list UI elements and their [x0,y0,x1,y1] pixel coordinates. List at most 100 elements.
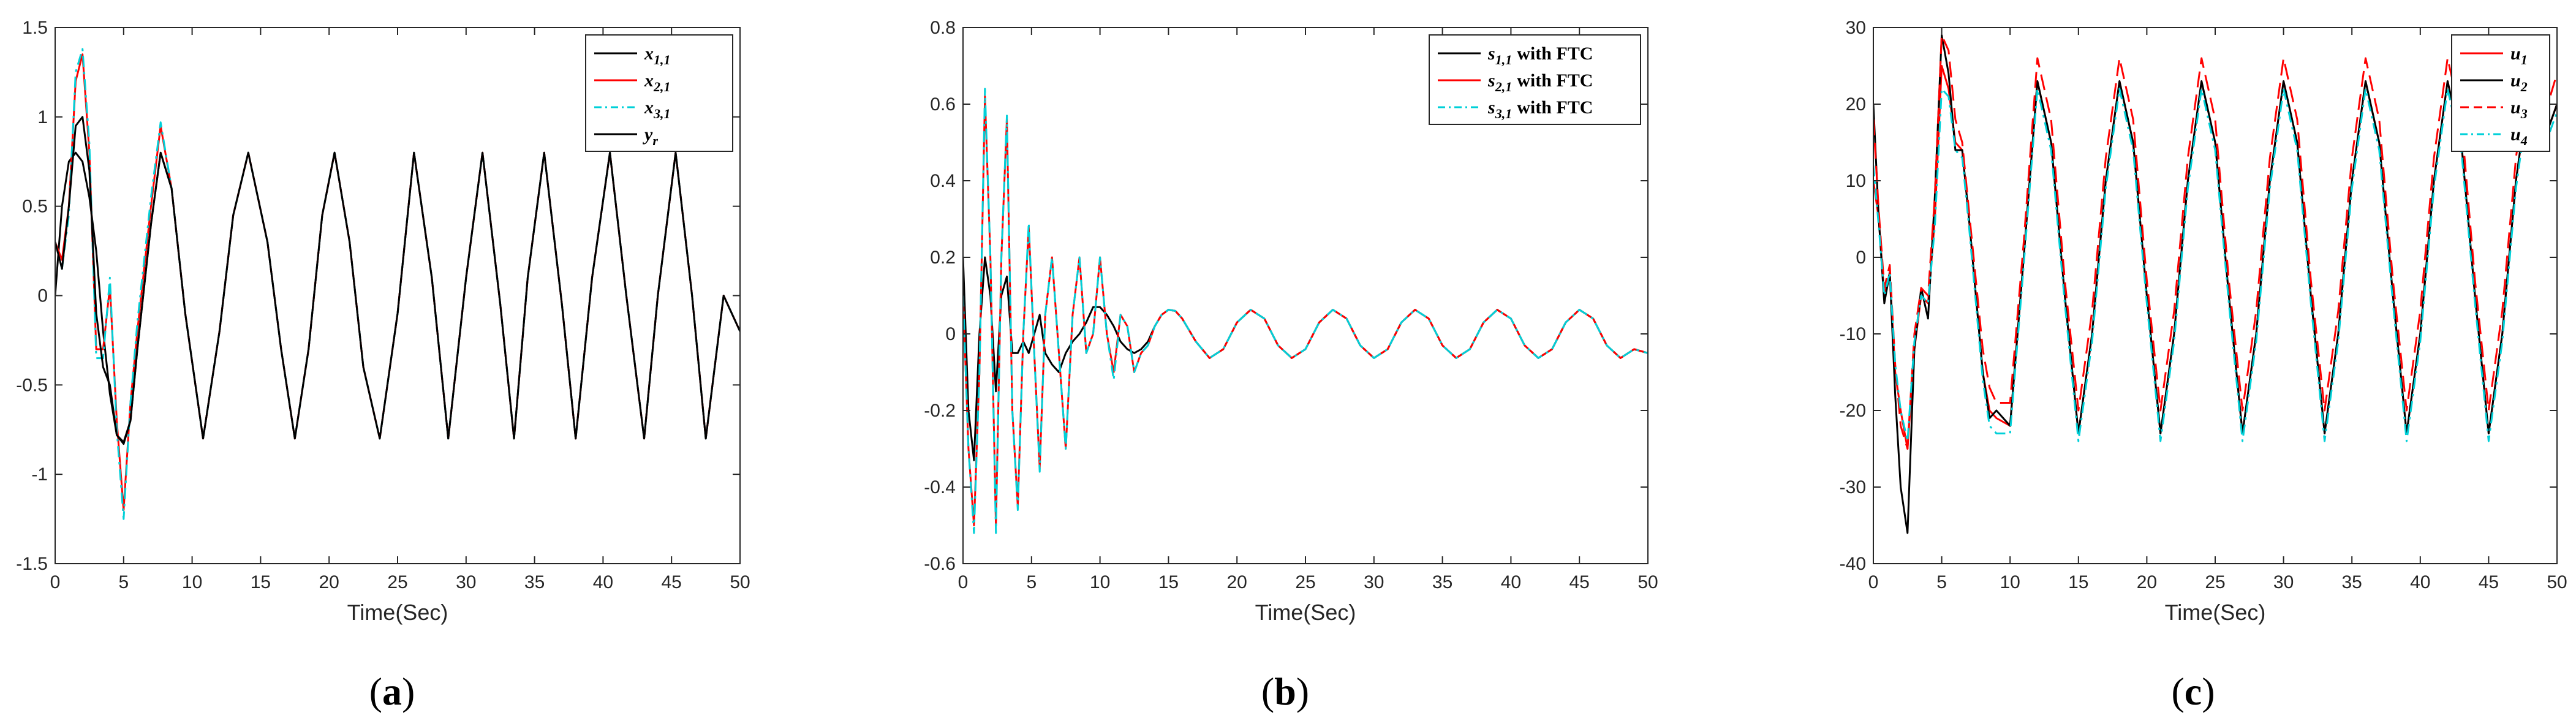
legend-entry-suffix: with FTC [1517,97,1593,118]
legend-entry-main: x [644,97,654,118]
legend-entry-sub: 2,1 [653,79,671,94]
legend-entry-sub: 1 [2521,52,2528,67]
x-tick-label: 20 [1227,572,1247,592]
legend-entry-sub: r [652,133,658,148]
legend-entry-main: x [644,70,654,91]
y-tick-label: 0 [945,324,956,344]
legend-entry-sub: 3,1 [653,106,671,121]
legend-entry-sub: 3,1 [1495,106,1513,121]
legend-entry-main: y [643,124,653,145]
series-line-x3-1 [55,48,740,520]
y-tick-label: 0.2 [930,248,956,268]
legend: x1,1x2,1x3,1yr [585,34,733,152]
series-line-u4 [1873,88,2557,442]
legend-entry-sub: 3 [2520,106,2528,121]
legend-entry: yr [643,124,658,148]
legend-entry-main: u [2510,124,2521,145]
y-tick-label: 0.8 [930,18,956,38]
legend-entry-main: x [644,43,654,64]
y-tick-label: 0.6 [930,94,956,115]
x-tick-label: 35 [2342,572,2362,592]
y-tick-label: -30 [1840,477,1866,497]
legend-entry-main: s [1487,70,1495,91]
y-tick-label: 0 [37,286,48,306]
panel-label-open: ( [369,670,382,713]
x-tick-label: 0 [958,572,969,592]
legend-entry-sub: 1,1 [654,52,671,67]
x-tick-label: 10 [2000,572,2020,592]
legend-entry-main: s [1487,43,1495,64]
legend-entry: u3 [2510,97,2528,121]
x-tick-label: 35 [524,572,545,592]
x-axis-label: Time(Sec) [347,600,448,625]
legend-box [585,34,733,152]
panel-label: (a) [369,670,415,713]
legend-entry-sub: 2,1 [1495,79,1513,94]
y-tick-label: -10 [1840,324,1866,344]
chart-panel-b: 0 5 10 15 20 25 30 35 40 45 50 -0.6 -0.4 -0.2 0 0.2 0.4 0… [924,18,1658,713]
y-tick-label: -1.5 [16,554,48,574]
x-tick-label: 30 [456,572,476,592]
x-tick-label: 25 [1295,572,1315,592]
panel-label-letter: c [2185,670,2202,713]
legend-entry-main: s [1487,97,1495,118]
x-tick-label: 10 [1090,572,1110,592]
x-tick-label: 10 [182,572,202,592]
x-axis-label: Time(Sec) [1255,600,1356,625]
x-tick-label: 25 [387,572,407,592]
y-tick-label: 0.4 [930,171,956,191]
x-tick-label: 45 [2479,572,2499,592]
y-tick-label: 1 [37,107,48,127]
x-tick-label: 30 [2273,572,2294,592]
panel-label-close: ) [2202,670,2215,713]
legend-entry: u4 [2510,124,2528,148]
legend-entry: s3,1 with FTC [1487,97,1593,121]
series-group [963,88,1648,534]
panel-label-close: ) [402,670,415,713]
chart-panel-c: 0 5 10 15 20 25 30 35 40 45 50 -40 -30 -20 -10 0 10 20 30 T… [1840,18,2567,713]
x-tick-label: 50 [730,572,750,592]
y-tick-label: 0 [1856,248,1866,268]
x-tick-label: 0 [1868,572,1879,592]
x-tick-label: 50 [2547,572,2567,592]
legend-entry-suffix: with FTC [1517,43,1593,64]
panel-label-open: ( [2171,670,2184,713]
y-tick-label: 30 [1846,18,1866,38]
x-tick-label: 0 [50,572,61,592]
x-tick-label: 30 [1364,572,1384,592]
x-tick-label: 40 [1501,572,1521,592]
legend-entry-suffix: with FTC [1517,70,1593,91]
series-line-u3 [1873,34,2557,450]
x-tick-label: 5 [1936,572,1947,592]
legend-entry: s2,1 with FTC [1487,70,1593,94]
y-tick-label: -20 [1840,401,1866,421]
legend-entry: x2,1 [644,70,671,94]
legend-entry-sub: 1,1 [1495,52,1513,67]
legend-entry: u2 [2510,70,2528,94]
x-axis-label: Time(Sec) [2165,600,2266,625]
x-tick-label: 20 [2137,572,2157,592]
series-line-s3-1-with-ftc [963,88,1648,534]
x-tick-label: 25 [2205,572,2225,592]
y-tick-label: -0.6 [924,554,956,574]
y-tick-label: 1.5 [22,18,48,38]
y-tick-label: -0.2 [924,401,956,421]
panel-label: (b) [1261,670,1309,713]
panel-label-letter: b [1274,670,1296,713]
legend-entry-main: u [2510,43,2521,64]
x-tick-label: 5 [118,572,129,592]
y-tick-label: -0.5 [16,375,48,395]
series-line-yr [55,116,740,445]
y-tick-label: 20 [1846,94,1866,115]
panel-label-close: ) [1296,670,1309,713]
legend-entry: x3,1 [644,97,671,121]
x-tick-label: 15 [1158,572,1179,592]
series-group [55,48,740,520]
series-group [1873,34,2557,534]
y-tick-label: 10 [1846,171,1866,191]
legend-entry-main: u [2510,70,2521,91]
legend-box [2451,34,2550,152]
legend-entry-main: u [2510,97,2521,118]
